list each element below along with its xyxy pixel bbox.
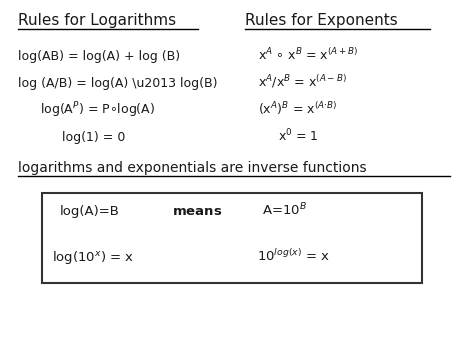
Text: Rules for Logarithms: Rules for Logarithms (18, 13, 176, 28)
Text: log(1) = 0: log(1) = 0 (62, 131, 126, 144)
Text: Rules for Exponents: Rules for Exponents (245, 13, 398, 28)
Text: log(A$^P$) = P$\circ$log(A): log(A$^P$) = P$\circ$log(A) (40, 100, 155, 120)
Text: (x$^A$)$^B$ = x$^{(A{\cdot}B)}$: (x$^A$)$^B$ = x$^{(A{\cdot}B)}$ (258, 100, 337, 117)
Text: x$^A$ $\circ$ x$^B$ = x$^{(A+B)}$: x$^A$ $\circ$ x$^B$ = x$^{(A+B)}$ (258, 47, 358, 63)
Bar (42, 193, 422, 283)
Text: logarithms and exponentials are inverse functions: logarithms and exponentials are inverse … (18, 161, 366, 175)
Text: x$^0$ = 1: x$^0$ = 1 (278, 127, 319, 144)
Text: 10$^{log(x)}$ = x: 10$^{log(x)}$ = x (257, 248, 330, 264)
Text: log(AB) = log(A) + log (B): log(AB) = log(A) + log (B) (18, 50, 180, 63)
Text: x$^A$/x$^B$ = x$^{(A-B)}$: x$^A$/x$^B$ = x$^{(A-B)}$ (258, 73, 346, 91)
Text: log(10$^x$) = x: log(10$^x$) = x (52, 249, 134, 266)
Text: $\mathbf{means}$: $\mathbf{means}$ (172, 205, 222, 218)
Text: log(A)=B: log(A)=B (60, 205, 120, 218)
Text: log (A/B) = log(A) \u2013 log(B): log (A/B) = log(A) \u2013 log(B) (18, 77, 218, 90)
Text: A=10$^B$: A=10$^B$ (262, 201, 307, 218)
